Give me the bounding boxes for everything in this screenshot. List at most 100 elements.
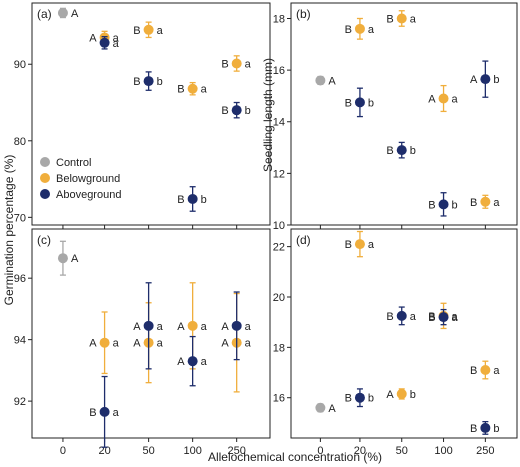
point-letter-post: a xyxy=(452,311,459,323)
y-tick-label: 10 xyxy=(273,220,285,232)
plot-frame xyxy=(290,228,518,439)
data-point xyxy=(354,392,365,403)
y-tick-label: 70 xyxy=(14,212,26,224)
data-point xyxy=(231,320,242,331)
point-letter-pre: B xyxy=(470,197,477,209)
point-letter-post: a xyxy=(245,321,252,333)
legend-marker xyxy=(40,173,50,183)
point-letter-pre: A xyxy=(386,389,394,401)
point-letter-post: a xyxy=(452,312,459,324)
point-letter-post: a xyxy=(201,84,208,96)
point-letter-post: A xyxy=(71,8,79,20)
legend-label: Aboveground xyxy=(56,189,121,201)
y-tick-label: 92 xyxy=(14,396,26,408)
data-point xyxy=(99,337,110,348)
point-letter-pre: B xyxy=(386,145,393,157)
point-letter-pre: B xyxy=(345,239,352,251)
point-letter-post: a xyxy=(157,25,164,37)
x-tick-label: 20 xyxy=(354,445,366,457)
data-point xyxy=(187,356,198,367)
plot-frame xyxy=(31,2,271,226)
point-letter-post: a xyxy=(452,94,459,106)
point-letter-post: b xyxy=(452,199,458,211)
data-point xyxy=(187,320,198,331)
point-letter-post: a xyxy=(410,311,417,323)
point-letter-pre: B xyxy=(133,76,140,88)
data-point xyxy=(396,310,407,321)
y-tick-label: 14 xyxy=(273,117,285,129)
point-letter-pre: B xyxy=(428,199,435,211)
x-axis-title: Allelochemical concentration (%) xyxy=(208,450,382,464)
data-point xyxy=(438,93,449,104)
point-letter-pre: A xyxy=(221,338,229,350)
panel-label: (d) xyxy=(296,233,311,247)
point-letter-post: a xyxy=(113,407,120,419)
point-letter-pre: B xyxy=(345,97,352,109)
point-letter-post: A xyxy=(71,253,79,265)
y-tick-label: 18 xyxy=(273,13,285,25)
point-letter-pre: B xyxy=(221,58,228,70)
point-letter-post: a xyxy=(493,197,500,209)
point-letter-post: a xyxy=(201,356,208,368)
point-letter-post: a xyxy=(410,13,417,25)
point-letter-pre: A xyxy=(177,321,185,333)
point-letter-post: A xyxy=(328,75,336,87)
data-point xyxy=(315,75,326,86)
point-letter-post: a xyxy=(157,321,164,333)
data-point xyxy=(143,320,154,331)
point-letter-pre: B xyxy=(428,311,435,323)
point-letter-post: a xyxy=(493,365,500,377)
point-letter-pre: B xyxy=(177,194,184,206)
point-letter-pre: B xyxy=(221,105,228,117)
y-tick-label: 20 xyxy=(273,292,285,304)
point-letter-post: a xyxy=(113,38,120,50)
x-tick-label: 0 xyxy=(317,445,323,457)
point-letter-post: b xyxy=(157,76,163,88)
point-letter-pre: A xyxy=(133,321,141,333)
data-point xyxy=(438,199,449,210)
data-point xyxy=(143,24,154,35)
y-axis-title-left: Germination percentage (%) xyxy=(2,155,16,306)
point-letter-pre: B xyxy=(345,24,352,36)
data-point xyxy=(480,196,491,207)
point-letter-pre: A xyxy=(221,321,229,333)
y-tick-label: 22 xyxy=(273,242,285,254)
data-point xyxy=(396,388,407,399)
y-tick-label: 96 xyxy=(14,273,26,285)
x-tick-label: 250 xyxy=(476,445,494,457)
legend-marker xyxy=(40,157,50,167)
panel-label: (c) xyxy=(37,233,51,247)
y-tick-label: 16 xyxy=(273,393,285,405)
data-point xyxy=(57,7,68,18)
point-letter-pre: B xyxy=(386,13,393,25)
point-letter-pre: B xyxy=(89,407,96,419)
x-tick-label: 20 xyxy=(98,445,110,457)
point-letter-post: a xyxy=(113,32,120,44)
data-point xyxy=(231,58,242,69)
data-point xyxy=(187,193,198,204)
y-axis-title-right: Seedling length (mm) xyxy=(261,58,275,172)
point-letter-post: b xyxy=(201,194,207,206)
panel-label: (a) xyxy=(37,7,52,21)
point-letter-pre: B xyxy=(470,423,477,435)
point-letter-post: a xyxy=(201,321,208,333)
point-letter-pre: A xyxy=(428,94,436,106)
point-letter-pre: A xyxy=(89,32,97,44)
plot-frame xyxy=(290,2,518,226)
x-tick-label: 100 xyxy=(183,445,201,457)
x-tick-label: 250 xyxy=(228,445,246,457)
point-letter-post: b xyxy=(493,74,499,86)
point-letter-post: a xyxy=(157,338,164,350)
y-tick-label: 80 xyxy=(14,136,26,148)
data-point xyxy=(480,74,491,85)
panel-label: (b) xyxy=(296,7,311,21)
point-letter-post: b xyxy=(368,97,374,109)
point-letter-post: b xyxy=(410,145,416,157)
y-tick-label: 90 xyxy=(14,59,26,71)
data-point xyxy=(99,406,110,417)
data-point xyxy=(231,105,242,116)
